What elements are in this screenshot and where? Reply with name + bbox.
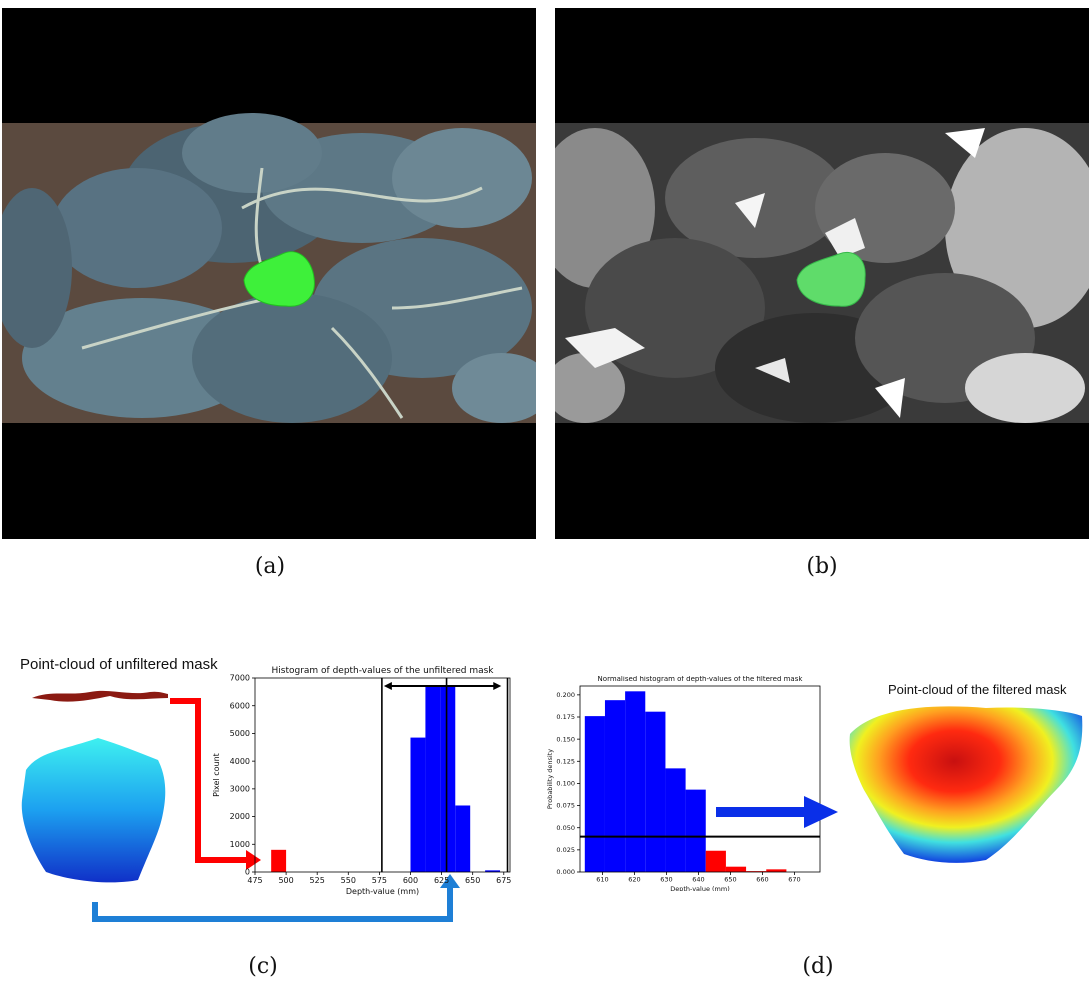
y-tick-label-5: 5000 (230, 729, 250, 738)
depth-image-panel (555, 8, 1089, 539)
x-axis-label: Depth-value (mm) (670, 885, 730, 891)
x-tick-label-1: 620 (628, 876, 640, 884)
x-tick-label-4: 650 (724, 876, 736, 884)
histogram-unfiltered: Histogram of depth-values of the unfilte… (212, 666, 511, 896)
x-tick-label-0: 610 (596, 876, 608, 884)
y-tick-label-4: 4000 (230, 757, 250, 766)
pointcloud-unfiltered-blob (21, 738, 166, 883)
histogram-bar-0 (584, 716, 605, 872)
x-tick-label-1: 500 (278, 876, 293, 885)
histogram-bar-2 (425, 686, 441, 872)
y-tick-label-7: 7000 (230, 674, 250, 683)
x-tick-label-7: 650 (465, 876, 480, 885)
panel-label-d: (d) (802, 954, 834, 979)
y-tick-label-4: 0.100 (556, 780, 575, 788)
chart-title: Histogram of depth-values of the unfilte… (271, 666, 494, 676)
plot-frame (579, 685, 821, 873)
plot-frame (254, 677, 511, 873)
y-tick-label-3: 3000 (230, 785, 250, 794)
histogram-bar-8 (746, 871, 767, 872)
red-arrow (170, 698, 261, 870)
pointcloud-unfiltered-strip (32, 690, 168, 702)
y-tick-label-0: 0.000 (556, 868, 575, 876)
broccoli-mask-overlay (796, 252, 866, 307)
x-tick-label-0: 475 (247, 876, 262, 885)
pointcloud-filtered-blob (849, 706, 1083, 863)
y-tick-label-1: 0.025 (556, 846, 575, 854)
x-axis-label: Depth-value (mm) (346, 887, 419, 896)
x-tick-label-8: 675 (496, 876, 511, 885)
y-tick-label-8: 0.200 (556, 691, 575, 699)
x-tick-label-2: 630 (660, 876, 672, 884)
x-tick-label-6: 670 (788, 876, 800, 884)
histogram-bar-1 (410, 737, 426, 872)
histogram-bar-2 (625, 691, 646, 872)
histogram-bar-4 (455, 805, 471, 872)
blue-arrow-unfiltered (92, 874, 460, 922)
x-tick-label-4: 575 (372, 876, 387, 885)
histogram-bar-6 (705, 850, 726, 872)
histogram-bar-1 (604, 700, 626, 872)
histogram-bar-3 (440, 686, 456, 872)
x-tick-label-6: 625 (434, 876, 449, 885)
histogram-bar-7 (725, 866, 747, 872)
y-tick-label-7: 0.175 (556, 713, 575, 721)
y-tick-label-3: 0.075 (556, 802, 575, 810)
x-tick-label-5: 600 (403, 876, 418, 885)
histogram-bar-0 (271, 849, 287, 872)
pointcloud-unfiltered-title: Point-cloud of unfiltered mask (20, 656, 218, 673)
blue-arrow-filtered-shape (716, 796, 838, 828)
y-tick-label-2: 2000 (230, 812, 250, 821)
histogram-filtered: Normalised histogram of depth-values of … (546, 676, 821, 891)
y-tick-label-1: 1000 (230, 840, 250, 849)
x-tick-label-2: 525 (310, 876, 325, 885)
x-tick-label-5: 660 (756, 876, 768, 884)
range-arrow-head-right (493, 682, 502, 690)
y-tick-label-6: 0.150 (556, 735, 575, 743)
histogram-bar-9 (766, 869, 787, 872)
y-axis-label: Pixel count (212, 753, 221, 797)
x-tick-label-3: 550 (341, 876, 356, 885)
broccoli-mask (243, 251, 315, 307)
panel-label-b: (b) (806, 554, 838, 579)
chart-title: Normalised histogram of depth-values of … (598, 676, 804, 683)
y-tick-label-6: 6000 (230, 701, 250, 710)
x-tick-label-3: 640 (692, 876, 704, 884)
rgb-image-panel (2, 8, 536, 539)
pointcloud-filtered-title: Point-cloud of the filtered mask (888, 682, 1067, 697)
histogram-bar-5 (685, 789, 706, 872)
range-arrow-head-left (383, 682, 392, 690)
y-tick-label-2: 0.050 (556, 824, 575, 832)
histogram-bar-6 (485, 870, 501, 872)
y-tick-label-0: 0 (245, 868, 250, 877)
panel-label-c: (c) (248, 954, 278, 979)
y-axis-label: Probability density (546, 749, 554, 809)
panel-label-a: (a) (254, 554, 286, 579)
y-tick-label-5: 0.125 (556, 757, 575, 765)
histogram-bar-3 (645, 711, 666, 872)
leaf-group (2, 113, 536, 423)
histogram-bar-4 (665, 768, 686, 872)
